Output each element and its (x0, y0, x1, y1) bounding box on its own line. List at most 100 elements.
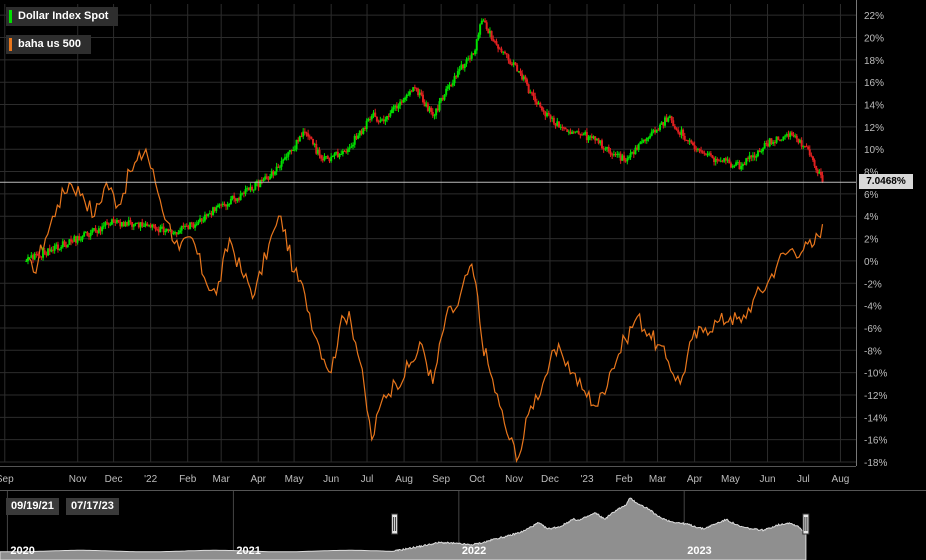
candle-body (682, 129, 685, 136)
candle-body (750, 155, 753, 158)
candle-body (78, 236, 81, 241)
y-tick-label: 0% (864, 257, 879, 268)
candle-body (680, 129, 683, 135)
navigator[interactable]: 2020 2021 2022 2023 (0, 490, 926, 560)
legend-baha-us-500[interactable]: baha us 500 (6, 35, 91, 54)
candle-body (374, 112, 377, 117)
candle-body (532, 92, 535, 97)
candle-body (242, 192, 245, 194)
candle-body (129, 220, 132, 223)
candle-body (514, 62, 517, 65)
candle-body (236, 198, 239, 201)
candle-body (584, 132, 587, 135)
candle-body (480, 20, 483, 25)
series-dollar-index-spot (25, 18, 824, 265)
candle-body (112, 219, 115, 222)
candle-body (400, 101, 403, 103)
range-end[interactable]: 07/17/23 (66, 498, 119, 515)
candle-body (606, 147, 609, 149)
candle-body (285, 156, 288, 158)
candle-body (238, 198, 241, 201)
candle-body (456, 71, 459, 77)
candle-body (338, 154, 341, 158)
candle-body (210, 213, 213, 216)
candle-body (723, 158, 726, 162)
candle-body (554, 123, 557, 126)
candle-body (738, 162, 741, 170)
candle-body (40, 256, 43, 258)
candle-body (631, 151, 634, 153)
candle-body (675, 128, 678, 130)
candle-body (748, 155, 751, 159)
candle-body (729, 163, 732, 168)
candle-body (282, 159, 285, 161)
candle-body (270, 171, 273, 177)
candle-body (187, 226, 190, 230)
x-tick-label: May (721, 474, 740, 485)
navigator-area (0, 497, 807, 560)
candle-body (724, 158, 727, 161)
candle-body (579, 134, 582, 136)
candle-body (604, 148, 607, 150)
y-tick-label: -12% (864, 391, 887, 402)
candle-body (728, 159, 731, 164)
candle-body (642, 139, 645, 142)
main-chart[interactable]: 22% 20% 18% 16% 14% 12% 10% 8% 6% 4% 2% 0% -2% -4% -6%… (0, 0, 926, 490)
candle-body (614, 154, 617, 156)
candle-body (425, 103, 428, 107)
candle-body (485, 22, 488, 30)
navigator-handle (391, 513, 399, 535)
candle-body (154, 226, 157, 230)
candle-body (632, 151, 635, 155)
candle-body (760, 151, 763, 153)
candle-body (540, 106, 543, 111)
candle-body (695, 149, 698, 151)
candle-body (785, 134, 788, 136)
candle-body (637, 144, 640, 150)
x-tick-label: '22 (144, 474, 157, 485)
candle-body (369, 118, 372, 120)
y-tick-label: 6% (864, 190, 879, 201)
candle-body (607, 147, 610, 152)
y-tick-label: -18% (864, 458, 887, 469)
candle-body (199, 218, 202, 222)
candle-body (420, 92, 423, 95)
candle-body (477, 34, 480, 40)
candle-body (76, 236, 79, 243)
chart-grid (0, 0, 857, 467)
navigator-handles[interactable] (391, 513, 810, 535)
candle-body (94, 228, 97, 232)
candle-body (718, 160, 721, 162)
candle-body (99, 228, 102, 232)
candle-body (283, 157, 286, 160)
navigator-year-label: 2020 (10, 545, 34, 557)
candle-body (277, 166, 280, 168)
candle-body (287, 152, 290, 157)
candle-body (505, 53, 508, 55)
candle-body (714, 158, 717, 163)
candle-body (55, 244, 58, 246)
candle-body (264, 176, 267, 180)
candle-body (709, 153, 712, 156)
candle-body (259, 179, 262, 188)
candle-body (547, 112, 550, 115)
candle-body (672, 120, 675, 127)
candle-body (169, 229, 172, 231)
x-tick-label: Mar (213, 474, 231, 485)
y-axis: 22% 20% 18% 16% 14% 12% 10% 8% 6% 4% 2% 0% -2% -4% -6%… (864, 11, 887, 469)
candle-body (275, 166, 278, 172)
candle-body (426, 103, 429, 111)
candle-body (92, 228, 95, 230)
y-tick-label: 4% (864, 212, 879, 223)
candle-body (542, 110, 545, 112)
range-start[interactable]: 09/19/21 (6, 498, 59, 515)
candle-body (693, 145, 696, 150)
candle-body (404, 97, 407, 100)
candle-body (218, 204, 221, 206)
legend-dollar-index-spot[interactable]: Dollar Index Spot (6, 7, 119, 26)
candle-body (765, 143, 768, 145)
candle-body (60, 246, 63, 249)
candle-body (683, 135, 686, 140)
candle-body (453, 76, 456, 84)
candle-body (701, 151, 704, 153)
